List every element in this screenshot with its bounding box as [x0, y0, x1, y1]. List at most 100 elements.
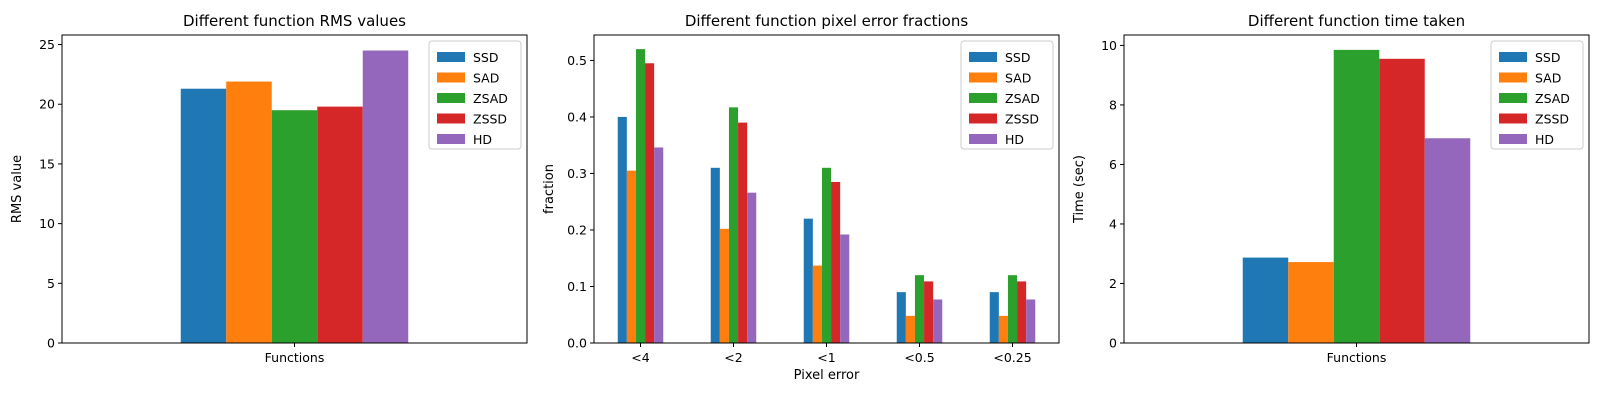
bar-zssd-4 — [645, 63, 655, 343]
legend-swatch-zssd — [969, 113, 997, 124]
bar-hd-4 — [654, 147, 664, 343]
bar-zssd-0-25 — [1017, 281, 1027, 343]
x-tick-label: <0.5 — [904, 350, 934, 365]
legend-swatch-ssd — [969, 52, 997, 62]
x-tick-label: <0.25 — [993, 350, 1031, 365]
legend-label-zssd: ZSSD — [1535, 112, 1569, 127]
bar-zsad-0-5 — [914, 275, 925, 343]
y-tick-label: 4 — [1109, 216, 1117, 231]
axes-frame — [593, 34, 1060, 344]
y-axis-label: Time (sec) — [1072, 155, 1087, 224]
chart-title: Different function pixel error fractions — [685, 12, 969, 30]
chart-title: Different function time taken — [1248, 12, 1465, 30]
chart-title: Different function RMS values — [183, 12, 406, 30]
y-axis-label: RMS value — [10, 155, 25, 223]
legend-label-zssd: ZSSD — [473, 112, 507, 127]
y-tick-label: 0.2 — [567, 222, 587, 237]
y-tick-label: 0.5 — [567, 53, 587, 68]
x-tick-label: <1 — [817, 350, 835, 365]
x-axis-label: Pixel error — [794, 368, 860, 383]
legend-label-zsad: ZSAD — [473, 91, 508, 106]
bar-ssd-4 — [617, 116, 627, 343]
y-tick-label: 0.4 — [567, 109, 587, 124]
legend-label-zsad: ZSAD — [1535, 91, 1570, 106]
legend-label-zsad: ZSAD — [1005, 91, 1040, 106]
legend: SSD SAD ZSAD ZSSD HD — [960, 40, 1054, 150]
y-tick-label: 20 — [39, 97, 55, 112]
y-tick-label: 0.0 — [567, 336, 587, 351]
legend-swatch-sad — [969, 72, 997, 83]
bar-zsad-4 — [635, 49, 646, 343]
bar-zsad-0-25 — [1007, 275, 1018, 343]
bar-hd-functions — [1424, 138, 1471, 343]
legend-label-sad: SAD — [1535, 71, 1561, 86]
y-tick-label: 15 — [39, 156, 55, 171]
axes-frame — [61, 34, 528, 344]
x-tick-label: <4 — [631, 350, 649, 365]
bar-sad-4 — [626, 170, 636, 343]
bar-ssd-0-5 — [896, 292, 906, 343]
bar-zssd-1 — [831, 181, 841, 343]
legend-swatch-hd — [1499, 134, 1527, 144]
y-tick-label: 0 — [47, 336, 55, 351]
bar-hd-1 — [840, 234, 850, 343]
legend-swatch-sad — [437, 72, 465, 83]
chart-1: Functions 0 5 10 15 20 25 Different function RM… — [10, 12, 528, 365]
legend-label-hd: HD — [1535, 132, 1554, 147]
legend-swatch-ssd — [1499, 52, 1527, 62]
legend-label-zssd: ZSSD — [1005, 112, 1039, 127]
bar-sad-0-25 — [998, 315, 1008, 343]
legend-label-ssd: SSD — [1005, 50, 1031, 65]
y-tick-label: 0.1 — [567, 279, 587, 294]
bar-zsad-functions — [1333, 49, 1380, 343]
legend: SSD SAD ZSAD ZSSD HD — [428, 40, 522, 150]
y-tick-label: 10 — [39, 216, 55, 231]
bar-zsad-functions — [271, 110, 318, 344]
legend-swatch-zsad — [437, 93, 465, 103]
y-tick-label: 6 — [1109, 157, 1117, 172]
bar-hd-0-25 — [1026, 299, 1036, 343]
bar-ssd-2 — [710, 167, 720, 343]
legend: SSD SAD ZSAD ZSSD HD — [1490, 40, 1584, 150]
legend-label-hd: HD — [1005, 132, 1024, 147]
y-tick-label: 0.3 — [567, 166, 587, 181]
legend-swatch-zssd — [437, 113, 465, 124]
bar-zssd-functions — [317, 106, 363, 343]
legend-swatch-sad — [1499, 72, 1527, 83]
legend-swatch-hd — [969, 134, 997, 144]
bar-hd-2 — [747, 192, 757, 343]
bar-ssd-0-25 — [989, 292, 999, 343]
y-tick-label: 0 — [1109, 336, 1117, 351]
legend-swatch-hd — [437, 134, 465, 144]
axes-frame — [1123, 34, 1590, 344]
legend-label-sad: SAD — [473, 71, 499, 86]
legend-label-hd: HD — [473, 132, 492, 147]
bar-sad-functions — [226, 81, 272, 343]
legend-swatch-ssd — [437, 52, 465, 62]
chart-2: <4 <2 <1 <0.5 <0.25 0.0 0.1 0.2 0.3 0.4 0.5 Differe… — [542, 12, 1060, 383]
bar-ssd-functions — [180, 88, 227, 343]
bar-sad-1 — [812, 265, 822, 343]
bar-sad-2 — [719, 228, 729, 343]
bar-zsad-2 — [728, 107, 739, 343]
x-tick-label: Functions — [265, 350, 325, 365]
bar-sad-functions — [1288, 262, 1334, 343]
legend-label-sad: SAD — [1005, 71, 1031, 86]
bar-zssd-functions — [1379, 58, 1425, 344]
y-tick-label: 10 — [1101, 38, 1117, 53]
y-tick-label: 5 — [47, 276, 55, 291]
y-tick-label: 25 — [39, 37, 55, 52]
legend-label-ssd: SSD — [1535, 50, 1561, 65]
bar-zssd-0-5 — [924, 281, 934, 343]
legend-swatch-zsad — [1499, 93, 1527, 103]
bar-ssd-functions — [1242, 257, 1289, 343]
legend-swatch-zssd — [1499, 113, 1527, 124]
x-tick-label: <2 — [724, 350, 742, 365]
y-tick-label: 2 — [1109, 276, 1117, 291]
y-axis-label: fraction — [542, 164, 557, 214]
legend-label-ssd: SSD — [473, 50, 499, 65]
bar-hd-functions — [362, 50, 409, 344]
chart-3: Functions 0 2 4 6 8 10 Different function time … — [1072, 12, 1590, 365]
x-tick-label: Functions — [1327, 350, 1387, 365]
